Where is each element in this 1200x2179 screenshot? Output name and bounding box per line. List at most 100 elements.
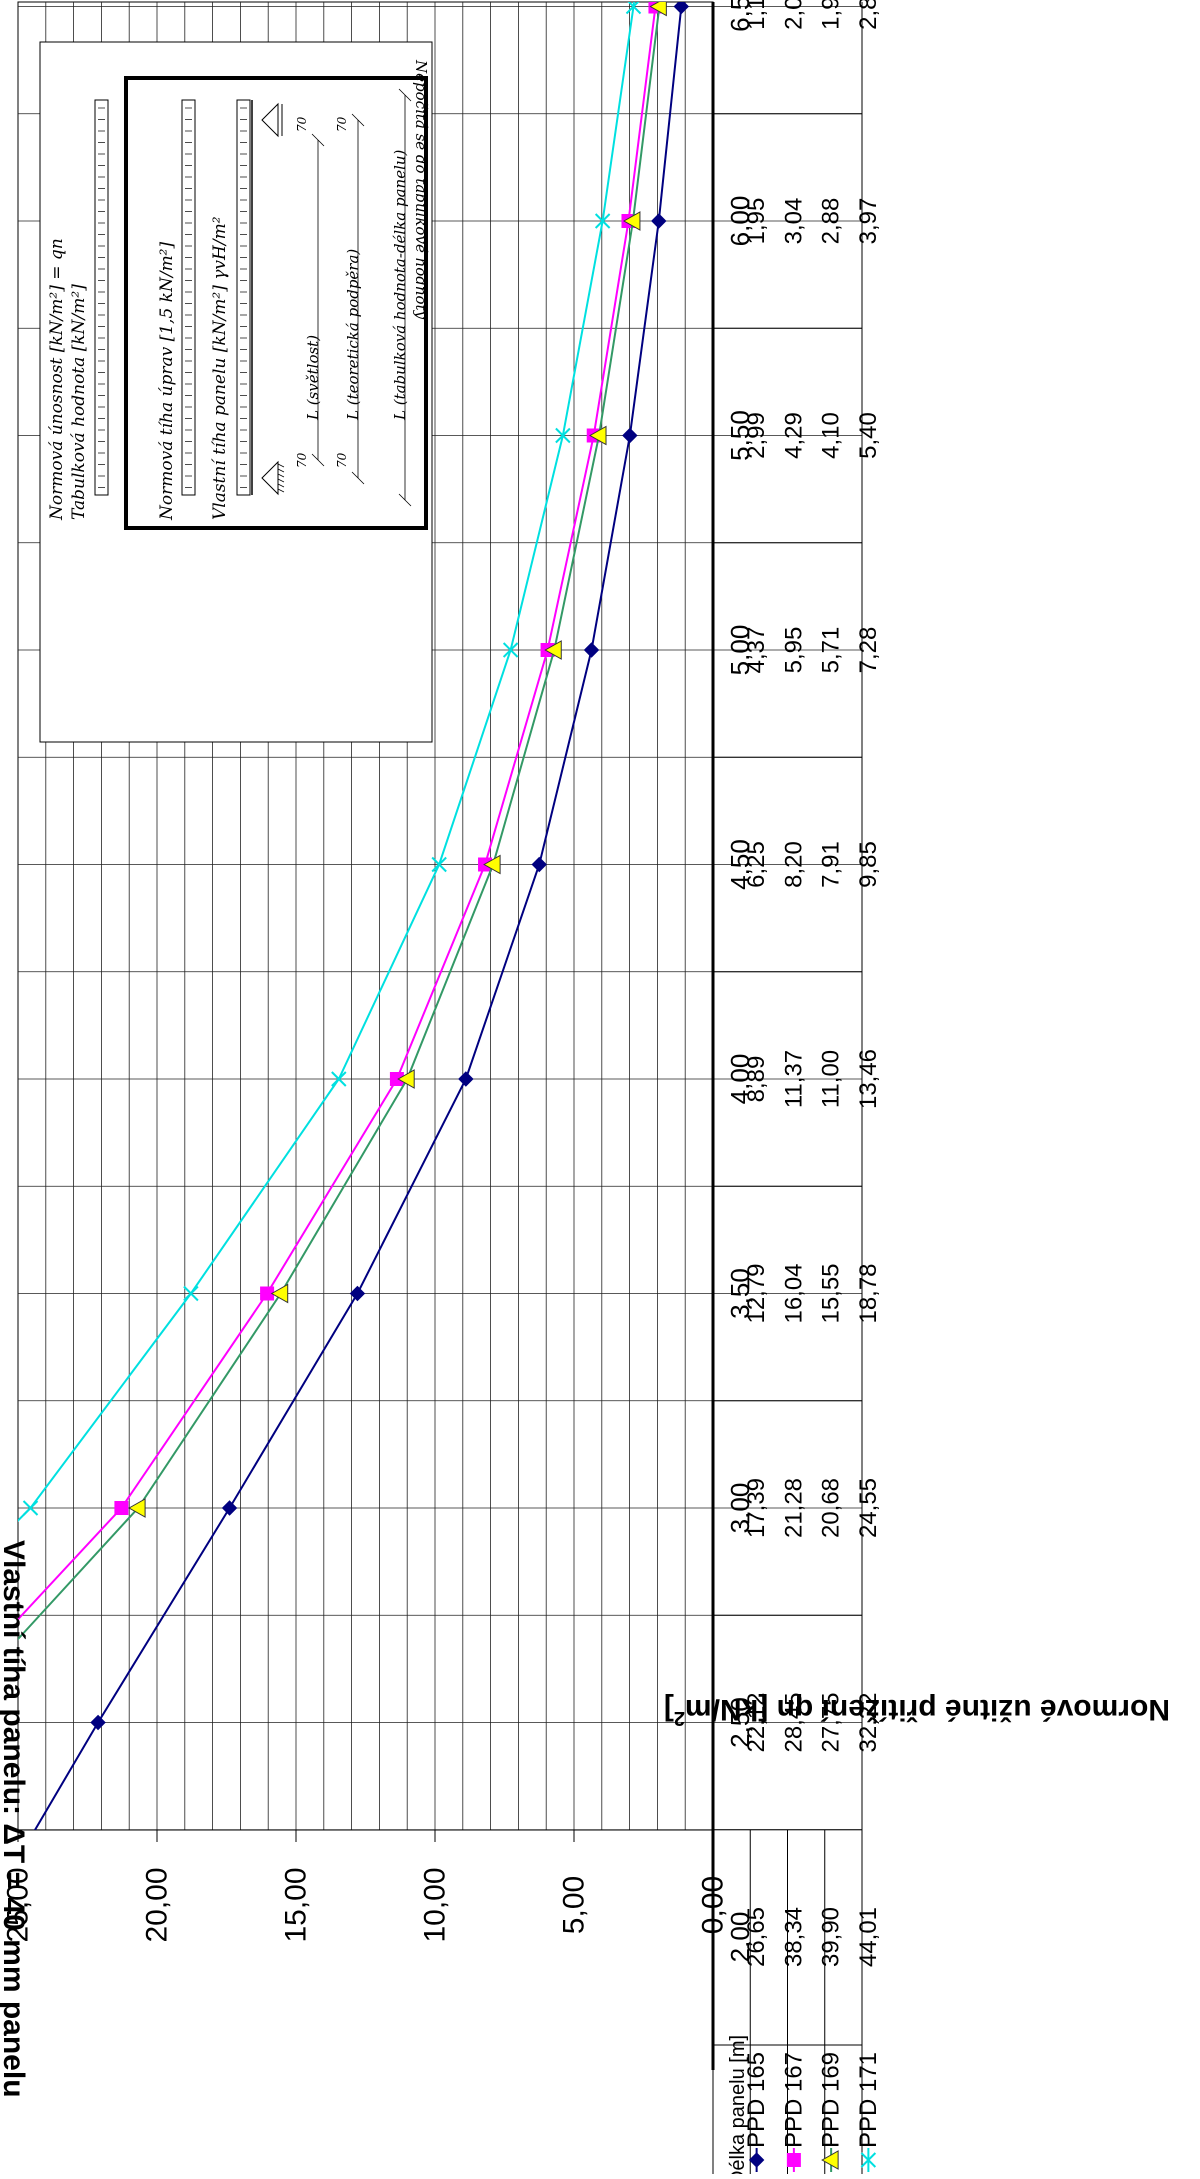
data-label: 13,46 [855,1049,882,1109]
length-tick-label: 2,50 [725,1697,755,1748]
legend-marker [821,2150,839,2170]
data-point [502,642,519,658]
data-point [531,856,547,873]
data-label: 5,95 [780,627,807,674]
data-point [594,213,611,229]
data-label: 20,68 [818,1478,845,1538]
support-hatch [277,483,285,488]
data-point [458,1071,474,1087]
value-tick-label: 15,00 [280,1867,313,1942]
series-ppd-169 [18,2,667,1641]
length-tick-label: 3,50 [725,1268,755,1319]
series-lines [18,2,690,1830]
load-strip [236,99,251,496]
data-label: 18,78 [855,1263,882,1323]
data-point [128,1498,146,1518]
data-table: Délka panelu [m]PPD 165 26,65 22,12 17,39 12… [712,0,882,2179]
support-hatch [277,473,285,478]
table-header-label: Délka panelu [m] [727,2035,749,2174]
data-label: 2,07 [780,0,807,30]
legend-entry: PPD 169 [818,2052,845,2148]
support-dim-label: 70 [295,116,309,132]
data-label: 15,55 [818,1263,845,1323]
series-line [18,2,661,1641]
data-point [397,1069,415,1089]
legend-marker [786,2153,801,2167]
data-label: 2,99 [743,412,770,459]
value-tick-label: 25,00 [2,1867,35,1942]
data-point [90,1714,106,1731]
data-point [22,1500,39,1516]
data-point [389,1072,404,1086]
data-label: 6,25 [743,841,770,888]
data-label: 8,20 [780,841,807,888]
dim-label-1: L (světlost) [304,335,322,421]
data-label: 4,10 [818,412,845,459]
data-label: 38,34 [780,1907,807,1967]
data-point [673,2,690,15]
data-point [483,854,501,875]
load-diagram-inset: Normová únosnost [kN/m²] = qn Tabulková h… [39,41,433,743]
dimension-tick [311,453,325,467]
chart-title: Vlastní tíha panelu: ΔT = 40 mm panelu [0,1540,30,2098]
legend-marker [860,2152,877,2168]
diagram-text-2: Tabulková hodnota [kN/m²] [69,284,89,520]
data-label: 4,37 [743,627,770,674]
value-tick-label: 5,00 [558,1876,591,1934]
data-label: 21,28 [780,1478,807,1538]
data-point [431,856,447,873]
length-tick-label: 5,00 [725,625,755,676]
data-point [583,642,600,658]
dimension-tick [351,113,365,127]
data-label: 5,40 [855,412,882,459]
y-axis-title-end: ] [664,1693,674,1726]
data-label: 3,04 [780,198,807,245]
dim-label-2: L (teoretická podpěra) [344,249,362,421]
diagram-text-4: Vlastní tíha panelu [kN/m²] γvH/m² [210,216,230,520]
data-label: 3,97 [855,198,882,245]
legend-entry: PPD 165 [743,2052,770,2148]
data-point [544,640,562,660]
data-label: 5,71 [818,627,845,674]
support-hatch [277,463,285,468]
data-label: 8,89 [743,1056,770,1103]
length-tick-label: 5,50 [725,410,755,461]
legend-marker [748,2152,765,2168]
value-tick-label: 20,00 [141,1867,174,1942]
data-point [622,427,638,444]
data-label: 11,00 [818,1050,845,1108]
diagram-text-3: Normová tíha úprav [1,5 kN/m²] [157,241,177,521]
data-label: 17,39 [743,1478,770,1538]
diagram-text-1: Normová únosnost [kN/m²] = qn [47,238,67,521]
data-label: 9,85 [855,841,882,888]
support-dim-label: 70 [295,452,309,468]
data-label: 1,93 [818,0,845,30]
length-tick-label: 4,00 [725,1054,755,1105]
length-tick-label: 4,50 [725,839,755,890]
data-point [625,2,642,15]
support-pin [261,460,279,496]
data-point [622,211,641,231]
data-label: 1,14 [743,0,770,30]
data-point [649,2,667,17]
diagram-inner-frame [124,76,428,530]
support-dim-label: 70 [335,452,349,468]
data-label: 11,37 [780,1050,807,1108]
data-point [114,1501,129,1515]
data-label: 28,45 [780,1692,807,1752]
support-hatch [277,488,285,493]
data-label: 16,04 [780,1263,807,1323]
axis-labels: Normové užitné přitížení qn [kN/m2] Vlas… [0,1540,1170,2098]
length-tick-label: 6,50 [725,0,755,32]
data-label: 4,29 [780,412,807,459]
data-label: 7,91 [818,841,845,888]
data-label: 12,79 [743,1263,770,1323]
support-dim-label: 70 [335,116,349,132]
y-axis-title: Normové užitné přitížení qn [kN/m2] [664,1693,1170,1729]
legend-entry: PPD 167 [780,2052,807,2148]
data-point [183,1285,199,1302]
support-hatch [277,468,285,473]
data-point [349,1285,366,1302]
